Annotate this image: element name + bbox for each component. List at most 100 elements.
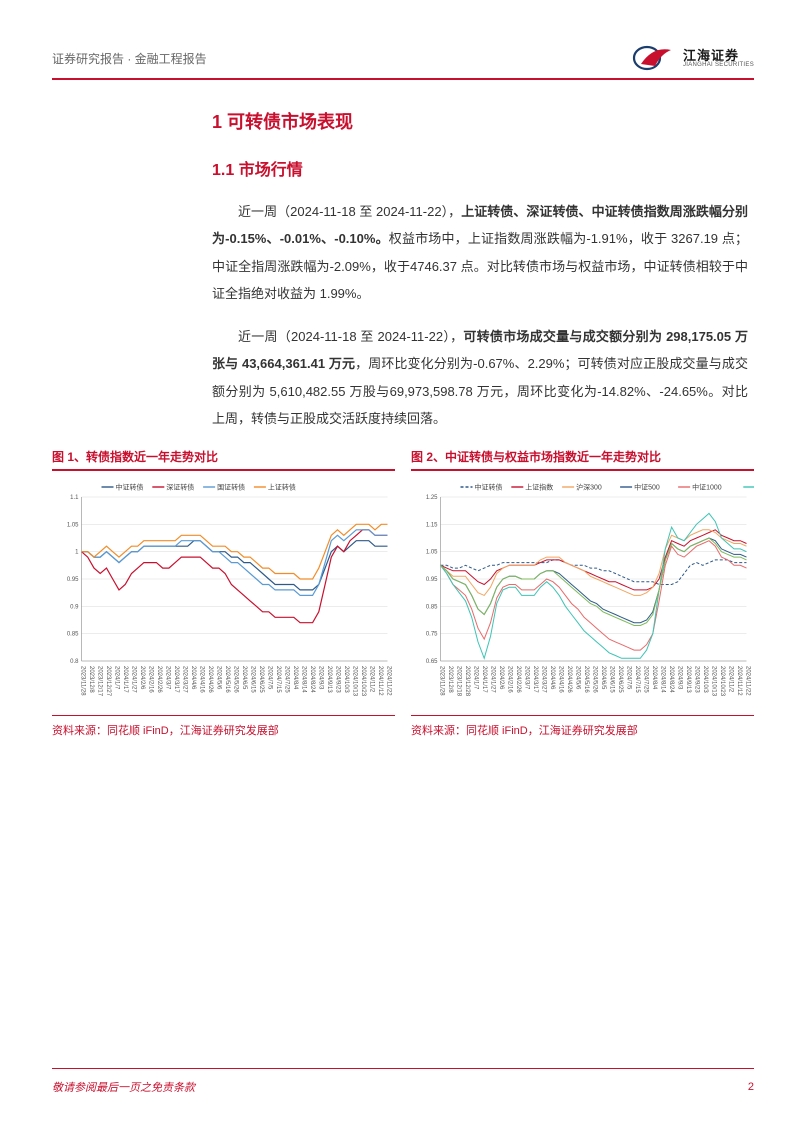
svg-text:2024/9/3: 2024/9/3 bbox=[318, 666, 324, 690]
svg-text:2023/12/8: 2023/12/8 bbox=[88, 666, 94, 693]
svg-text:0.95: 0.95 bbox=[426, 577, 438, 583]
svg-text:2024/1/27: 2024/1/27 bbox=[131, 666, 137, 693]
header-breadcrumb: 证券研究报告 · 金融工程报告 bbox=[52, 50, 207, 67]
svg-text:2024/1/17: 2024/1/17 bbox=[481, 666, 487, 693]
svg-text:国证转债: 国证转债 bbox=[217, 482, 245, 491]
svg-text:1: 1 bbox=[75, 550, 79, 556]
svg-text:2024/7/5: 2024/7/5 bbox=[267, 666, 273, 690]
svg-text:2024/11/2: 2024/11/2 bbox=[728, 666, 734, 693]
svg-text:2024/6/15: 2024/6/15 bbox=[250, 666, 256, 693]
svg-text:2024/5/26: 2024/5/26 bbox=[233, 666, 239, 693]
chart-1-src-rule bbox=[52, 715, 395, 716]
svg-text:2024/1/7: 2024/1/7 bbox=[473, 666, 479, 690]
brand-name-en: JIANGHAI SECURITIES bbox=[683, 62, 754, 68]
svg-text:2024/8/24: 2024/8/24 bbox=[668, 666, 674, 693]
svg-text:深证转债: 深证转债 bbox=[166, 482, 194, 491]
svg-text:0.85: 0.85 bbox=[426, 604, 438, 610]
svg-text:2024/5/16: 2024/5/16 bbox=[583, 666, 589, 693]
footer-row: 敬请参阅最后一页之免责条款 2 bbox=[52, 1079, 754, 1095]
chart-2-svg: 0.650.750.850.951.051.151.252023/11/2820… bbox=[411, 479, 754, 709]
svg-text:0.8: 0.8 bbox=[70, 659, 79, 665]
svg-text:2023/12/27: 2023/12/27 bbox=[105, 666, 111, 697]
footer-page-number: 2 bbox=[748, 1081, 754, 1093]
svg-text:2024/4/26: 2024/4/26 bbox=[207, 666, 213, 693]
svg-text:1.05: 1.05 bbox=[67, 522, 79, 528]
svg-text:2024/4/16: 2024/4/16 bbox=[199, 666, 205, 693]
chart-1-svg: 0.80.850.90.9511.051.12023/11/282023/12/… bbox=[52, 479, 395, 709]
p1-text-a: 近一周（2024-11-18 至 2024-11-22）， bbox=[238, 204, 461, 219]
svg-text:2024/1/27: 2024/1/27 bbox=[490, 666, 496, 693]
svg-text:2024/11/12: 2024/11/12 bbox=[377, 666, 383, 696]
svg-text:2024/11/22: 2024/11/22 bbox=[745, 666, 751, 696]
heading-1: 1 可转债市场表现 bbox=[212, 108, 748, 134]
svg-text:2024/4/16: 2024/4/16 bbox=[558, 666, 564, 693]
svg-text:2024/10/23: 2024/10/23 bbox=[360, 666, 366, 697]
svg-text:2024/6/5: 2024/6/5 bbox=[241, 666, 247, 690]
svg-text:2024/5/6: 2024/5/6 bbox=[216, 666, 222, 690]
svg-text:2024/3/27: 2024/3/27 bbox=[541, 666, 547, 693]
svg-text:中证1000: 中证1000 bbox=[692, 482, 722, 491]
svg-text:2024/4/26: 2024/4/26 bbox=[566, 666, 572, 693]
header-rule bbox=[52, 78, 754, 80]
svg-text:0.95: 0.95 bbox=[67, 577, 79, 583]
footer-rule bbox=[52, 1068, 754, 1070]
chart-1-source: 资料来源：同花顺 iFinD，江海证券研究发展部 bbox=[52, 722, 395, 738]
svg-text:1.05: 1.05 bbox=[426, 550, 438, 556]
svg-text:2024/5/26: 2024/5/26 bbox=[592, 666, 598, 693]
svg-text:2024/2/16: 2024/2/16 bbox=[507, 666, 513, 693]
svg-text:2023/11/28: 2023/11/28 bbox=[80, 666, 86, 696]
chart-2-title: 图 2、中证转债与权益市场指数近一年走势对比 bbox=[411, 448, 754, 465]
svg-text:2023/12/28: 2023/12/28 bbox=[464, 666, 470, 697]
page-footer: 敬请参阅最后一页之免责条款 2 bbox=[52, 1068, 754, 1096]
svg-text:2024/11/22: 2024/11/22 bbox=[386, 666, 392, 696]
svg-text:0.85: 0.85 bbox=[67, 632, 79, 638]
paragraph-1: 近一周（2024-11-18 至 2024-11-22），上证转债、深证转债、中… bbox=[212, 198, 748, 307]
page-header: 证券研究报告 · 金融工程报告 江海证券 JIANGHAI SECURITIES bbox=[52, 44, 754, 72]
svg-text:2024/2/6: 2024/2/6 bbox=[139, 666, 145, 690]
svg-text:2024/3/17: 2024/3/17 bbox=[532, 666, 538, 693]
svg-text:2024/8/4: 2024/8/4 bbox=[651, 666, 657, 690]
svg-text:2024/9/23: 2024/9/23 bbox=[694, 666, 700, 693]
heading-2: 1.1 市场行情 bbox=[212, 156, 748, 180]
svg-text:2024/8/24: 2024/8/24 bbox=[309, 666, 315, 693]
svg-text:2024/7/25: 2024/7/25 bbox=[643, 666, 649, 693]
svg-text:2024/10/13: 2024/10/13 bbox=[352, 666, 358, 697]
svg-text:2024/11/2: 2024/11/2 bbox=[369, 666, 375, 693]
svg-text:沪深300: 沪深300 bbox=[576, 482, 602, 491]
brand-logo: 江海证券 JIANGHAI SECURITIES bbox=[631, 44, 754, 72]
svg-text:2024/6/15: 2024/6/15 bbox=[609, 666, 615, 693]
svg-text:0.9: 0.9 bbox=[70, 604, 79, 610]
paragraph-2: 近一周（2024-11-18 至 2024-11-22），可转债市场成交量与成交… bbox=[212, 323, 748, 432]
svg-text:2024/6/25: 2024/6/25 bbox=[258, 666, 264, 693]
brand-name-cn: 江海证券 bbox=[683, 49, 754, 62]
svg-text:2024/8/4: 2024/8/4 bbox=[292, 666, 298, 690]
svg-text:2024/10/13: 2024/10/13 bbox=[711, 666, 717, 697]
svg-text:2024/2/16: 2024/2/16 bbox=[148, 666, 154, 693]
charts-row: 图 1、转债指数近一年走势对比 0.80.850.90.9511.051.120… bbox=[52, 448, 754, 738]
chart-1: 0.80.850.90.9511.051.12023/11/282023/12/… bbox=[52, 479, 395, 709]
svg-text:1.25: 1.25 bbox=[426, 495, 438, 501]
svg-text:2024/9/3: 2024/9/3 bbox=[677, 666, 683, 690]
svg-text:2024/1/17: 2024/1/17 bbox=[122, 666, 128, 693]
svg-text:2024/3/7: 2024/3/7 bbox=[524, 666, 530, 690]
chart-1-col: 图 1、转债指数近一年走势对比 0.80.850.90.9511.051.120… bbox=[52, 448, 395, 738]
content: 1 可转债市场表现 1.1 市场行情 近一周（2024-11-18 至 2024… bbox=[52, 108, 754, 432]
chart-2-col: 图 2、中证转债与权益市场指数近一年走势对比 0.650.750.850.951… bbox=[411, 448, 754, 738]
svg-text:2024/8/14: 2024/8/14 bbox=[301, 666, 307, 693]
logo-text: 江海证券 JIANGHAI SECURITIES bbox=[683, 49, 754, 68]
svg-text:2024/1/7: 2024/1/7 bbox=[114, 666, 120, 690]
svg-text:中证500: 中证500 bbox=[634, 482, 660, 491]
svg-text:2024/2/6: 2024/2/6 bbox=[498, 666, 504, 690]
svg-text:2023/12/8: 2023/12/8 bbox=[447, 666, 453, 693]
page: 证券研究报告 · 金融工程报告 江海证券 JIANGHAI SECURITIES… bbox=[0, 0, 802, 1133]
svg-text:2023/12/18: 2023/12/18 bbox=[456, 666, 462, 697]
chart-2-rule bbox=[411, 469, 754, 471]
svg-text:2024/4/6: 2024/4/6 bbox=[549, 666, 555, 690]
footer-disclaimer: 敬请参阅最后一页之免责条款 bbox=[52, 1079, 195, 1095]
svg-text:中证转债: 中证转债 bbox=[116, 482, 144, 491]
chart-1-rule bbox=[52, 469, 395, 471]
svg-text:2024/7/5: 2024/7/5 bbox=[626, 666, 632, 690]
svg-text:2024/3/27: 2024/3/27 bbox=[182, 666, 188, 693]
svg-text:2024/8/14: 2024/8/14 bbox=[660, 666, 666, 693]
svg-text:2024/2/26: 2024/2/26 bbox=[156, 666, 162, 693]
